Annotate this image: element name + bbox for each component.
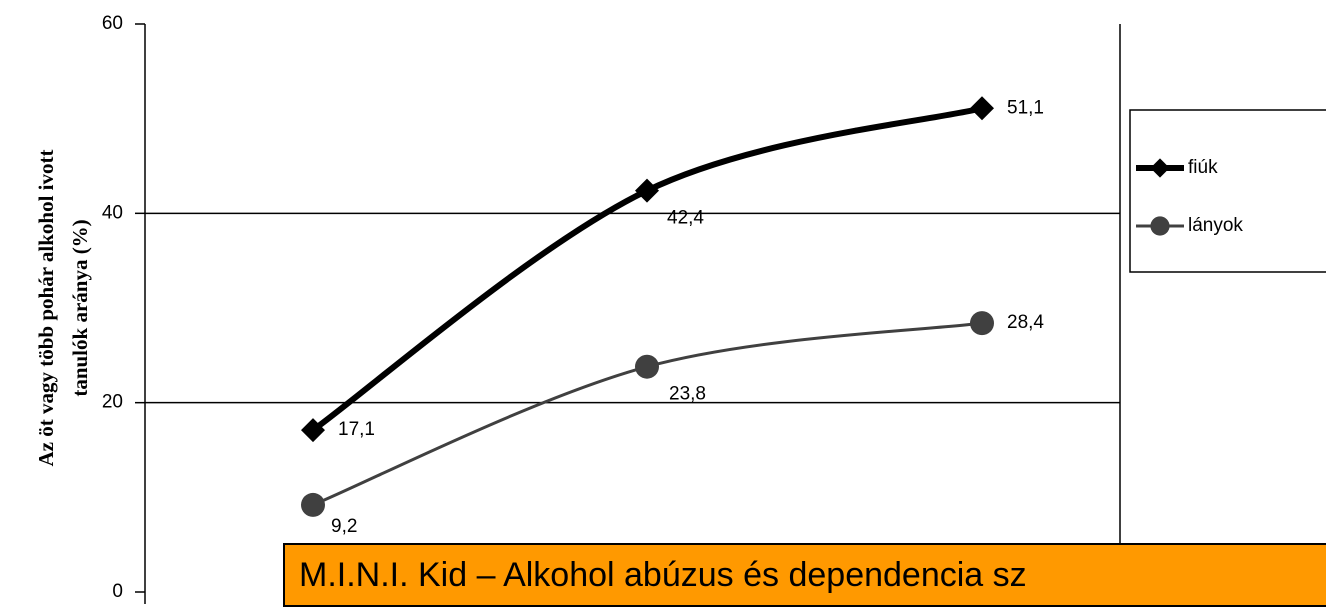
data-point (970, 96, 994, 121)
banner: M.I.N.I. Kid – Alkohol abúzus és depende… (283, 543, 1326, 607)
y-axis-label: Az öt vagy több pohár alkohol ivott tanu… (34, 150, 92, 467)
y-axis-label-line: Az öt vagy több pohár alkohol ivott (34, 150, 58, 467)
data-label: 17,1 (338, 419, 375, 440)
data-point (301, 492, 325, 517)
data-label: 23,8 (669, 384, 706, 405)
legend-label: fiúk (1188, 157, 1218, 178)
data-point (970, 311, 994, 336)
legend-label: lányok (1188, 215, 1243, 236)
legend-marker (1150, 158, 1170, 178)
data-label: 28,4 (1007, 312, 1044, 333)
y-tick-label: 60 (102, 13, 123, 34)
data-point (635, 178, 659, 203)
data-label: 9,2 (331, 516, 357, 537)
data-label: 51,1 (1007, 97, 1044, 118)
y-tick-label: 20 (102, 392, 123, 413)
y-tick-label: 0 (112, 581, 123, 602)
data-label: 42,4 (667, 208, 704, 229)
legend-box (1129, 109, 1326, 273)
y-axis-label-line: tanulók aránya (%) (68, 219, 92, 396)
data-point (301, 418, 325, 443)
series-line (311, 105, 983, 433)
y-tick-label: 40 (102, 202, 123, 223)
legend-marker (1150, 216, 1170, 236)
data-point (635, 354, 659, 379)
